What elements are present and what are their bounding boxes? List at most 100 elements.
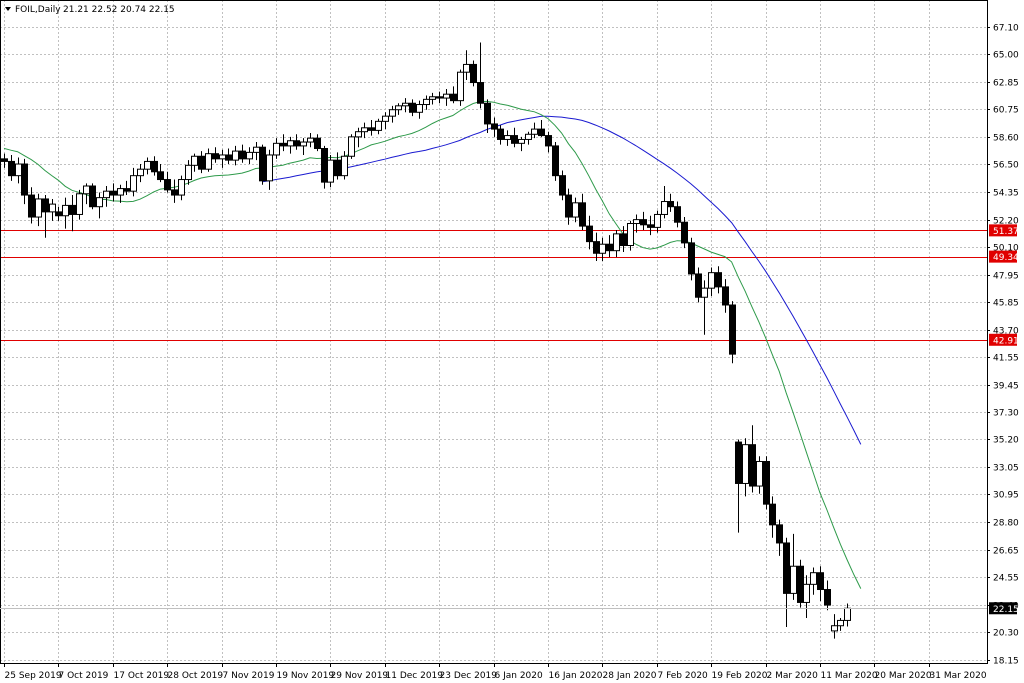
candle-bear <box>559 170 566 201</box>
candle-body <box>633 219 640 225</box>
y-tick-label: 60.75 <box>993 106 1019 116</box>
candle-body <box>239 150 246 160</box>
x-tick-label: 7 Oct 2019 <box>59 671 109 681</box>
candle-body <box>450 93 457 102</box>
y-tick-label: 67.10 <box>993 24 1019 34</box>
candle-bull <box>178 175 185 201</box>
candle-bull <box>429 92 436 105</box>
candle-body <box>307 137 314 143</box>
candle-body <box>355 131 362 138</box>
x-tick-label: 7 Feb 2020 <box>658 671 709 681</box>
level-price-tag-label: 51.37 <box>993 227 1019 237</box>
candle-bear <box>491 117 498 137</box>
horizontal-levels[interactable] <box>0 230 987 341</box>
level-price-tag-label: 49.34 <box>993 253 1019 263</box>
y-tick-label: 37.30 <box>993 409 1019 419</box>
candle-bear <box>69 195 76 232</box>
y-tick-label: 54.35 <box>993 189 1019 199</box>
candle-bull <box>300 138 307 155</box>
candle-bull <box>103 186 110 207</box>
candle-bull <box>117 184 124 203</box>
candle-bull <box>654 210 661 233</box>
candle-body <box>715 272 722 288</box>
candle-bear <box>667 193 674 212</box>
candle-bear <box>110 183 117 202</box>
y-tick-label: 65.00 <box>993 51 1019 61</box>
candle-body <box>654 213 661 228</box>
candle-body <box>817 572 824 591</box>
candle-body <box>157 171 164 181</box>
y-tick-label: 30.95 <box>993 491 1019 501</box>
candle-bear <box>164 171 171 193</box>
candle-body <box>742 444 749 484</box>
candle-bull <box>49 198 56 221</box>
candle-body <box>368 127 375 131</box>
candle-body <box>89 185 96 208</box>
candle-body <box>688 242 695 275</box>
candle-bull <box>525 131 532 145</box>
candle-bear <box>586 215 593 250</box>
candle-bear <box>89 183 96 210</box>
candle-bull <box>130 167 137 197</box>
candle-bull <box>531 122 538 139</box>
x-tick-label: 20 Mar 2020 <box>875 671 932 681</box>
candle-bull <box>382 112 389 130</box>
x-tick-label: 28 Jan 2020 <box>603 671 657 681</box>
candle-body <box>266 154 273 182</box>
candle-body <box>314 137 321 150</box>
candle-bear <box>497 125 504 145</box>
candle-body <box>191 155 198 166</box>
x-tick-label: 29 Nov 2019 <box>331 671 389 681</box>
candle-body <box>321 148 328 183</box>
candle-bull <box>96 192 103 219</box>
candle-body <box>477 82 484 104</box>
grid <box>0 0 987 663</box>
x-tick-label: 19 Nov 2019 <box>277 671 335 681</box>
x-tick-label: 25 Sep 2019 <box>5 671 62 681</box>
candle-bear <box>511 127 518 148</box>
x-tick-label: 28 Oct 2019 <box>168 671 224 681</box>
candle-body <box>722 286 729 306</box>
candle-body <box>708 272 715 289</box>
candle-bull <box>266 149 273 190</box>
candle-body <box>49 203 56 213</box>
candle-bull <box>246 147 253 165</box>
candle-body <box>83 185 90 195</box>
y-tick-label: 18.15 <box>993 657 1019 667</box>
candle-body <box>695 273 702 298</box>
candle-bull <box>518 136 525 152</box>
candle-bull <box>790 533 797 600</box>
level-price-tag <box>989 250 1017 263</box>
candle-bull <box>137 164 144 183</box>
level-price-tag <box>989 333 1017 346</box>
candle-bear <box>225 148 232 165</box>
candle-body <box>164 179 171 191</box>
y-tick-label: 47.95 <box>993 272 1019 282</box>
candle-bull <box>205 148 212 172</box>
candle-bear <box>545 131 552 153</box>
candle-body <box>76 193 83 215</box>
candle-body <box>783 542 790 594</box>
candle-body <box>491 123 498 130</box>
candle-body <box>599 243 606 254</box>
candle-body <box>69 204 76 215</box>
y-tick-label: 50.10 <box>993 244 1019 254</box>
y-tick-label: 62.85 <box>993 79 1019 89</box>
candle-bear <box>436 91 443 104</box>
candle-body <box>287 140 294 147</box>
candle-bull <box>661 186 668 219</box>
candle-bull <box>416 100 423 119</box>
x-tick-label: 31 Mar 2020 <box>930 671 987 681</box>
candle-bear <box>729 301 736 364</box>
candle-bear <box>776 519 783 556</box>
candle-bull <box>62 197 69 229</box>
y-tick-label: 41.55 <box>993 354 1019 364</box>
candle-body <box>137 168 144 177</box>
candle-body <box>593 241 600 254</box>
triangle-down-icon[interactable] <box>5 7 11 11</box>
x-tick-label: 19 Feb 2020 <box>712 671 768 681</box>
candle-bull <box>457 69 464 106</box>
